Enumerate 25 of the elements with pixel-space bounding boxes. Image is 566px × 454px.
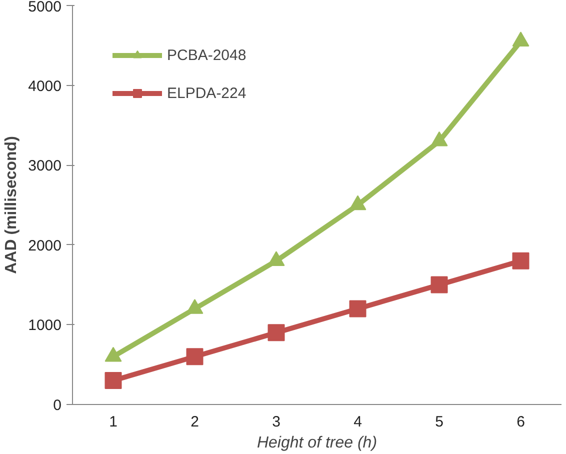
y-tick-label: 0 xyxy=(53,397,62,414)
x-tick-label: 4 xyxy=(354,414,362,430)
legend-label: ELPDA-224 xyxy=(167,84,246,102)
point xyxy=(430,131,448,146)
point xyxy=(349,195,366,210)
point xyxy=(512,32,530,47)
point xyxy=(186,348,204,366)
y-tick-label: 4000 xyxy=(28,78,62,95)
point xyxy=(512,252,530,270)
x-axis-title: Height of tree (h) xyxy=(256,434,378,452)
point xyxy=(104,372,122,390)
y-tick-label: 5000 xyxy=(28,0,62,16)
y-tick-label: 2000 xyxy=(28,237,62,254)
x-tick-label: 6 xyxy=(516,414,525,430)
x-tick-label: 5 xyxy=(435,414,444,430)
x-tick-label: 3 xyxy=(272,414,280,430)
point xyxy=(268,324,285,342)
y-axis-title: AAD (millisecond) xyxy=(3,136,20,274)
point xyxy=(349,300,366,318)
legend-label: PCBA-2048 xyxy=(167,46,246,64)
y-tick-label: 3000 xyxy=(28,158,62,175)
point xyxy=(430,276,448,294)
x-tick-label: 2 xyxy=(190,414,199,430)
y-tick-label: 1000 xyxy=(28,317,62,334)
x-tick-label: 1 xyxy=(109,414,118,430)
